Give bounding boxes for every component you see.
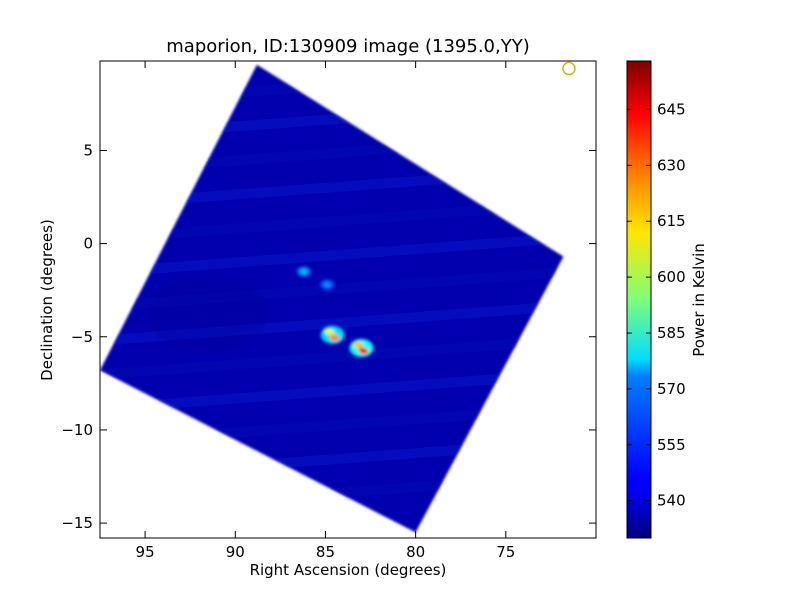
dark-region	[148, 274, 269, 355]
x-tick-label: 95	[136, 543, 155, 561]
hot-spot	[320, 325, 345, 344]
y-tick-label: −5	[71, 328, 93, 346]
hot-spot	[320, 279, 335, 290]
colorbar-tick-label: 645	[657, 100, 686, 118]
y-axis-label: Declination (degrees)	[38, 219, 56, 381]
x-axis-label: Right Ascension (degrees)	[250, 561, 447, 579]
x-axis-ticks: 95 90 85 80 75	[136, 61, 515, 561]
plot-frame	[99, 60, 597, 539]
colorbar-ticks: 540 555 570 585 600 615 630 645	[627, 100, 686, 510]
colorbar-tick-label: 630	[657, 156, 686, 174]
colorbar-tick-label: 585	[657, 324, 686, 342]
y-axis-ticks: 5 0 −5 −10 −15	[61, 141, 596, 532]
colorbar-tick-label: 570	[657, 380, 686, 398]
plot-area	[100, 61, 596, 538]
colorbar	[626, 60, 652, 539]
chart-title: maporion, ID:130909 image (1395.0,YY)	[166, 36, 529, 57]
coverage-map	[100, 64, 564, 533]
y-tick-label: 0	[83, 235, 93, 253]
scan-stripe	[100, 229, 564, 279]
hot-spot	[296, 266, 311, 277]
colorbar-tick-label: 555	[657, 436, 686, 454]
hot-spots	[296, 266, 374, 357]
y-tick-label: −10	[61, 421, 93, 439]
colorbar-tick-label: 540	[657, 492, 686, 510]
hot-spot	[349, 338, 374, 357]
colorbar-tick-label: 615	[657, 212, 686, 230]
colorbar-label: Power in Kelvin	[690, 243, 708, 357]
y-tick-label: −15	[61, 514, 93, 532]
y-tick-label: 5	[83, 141, 93, 159]
marker-circle	[562, 61, 576, 76]
x-tick-label: 80	[406, 543, 425, 561]
x-tick-label: 90	[226, 543, 245, 561]
x-tick-label: 75	[496, 543, 515, 561]
colorbar-tick-label: 600	[657, 268, 686, 286]
x-tick-label: 85	[316, 543, 335, 561]
